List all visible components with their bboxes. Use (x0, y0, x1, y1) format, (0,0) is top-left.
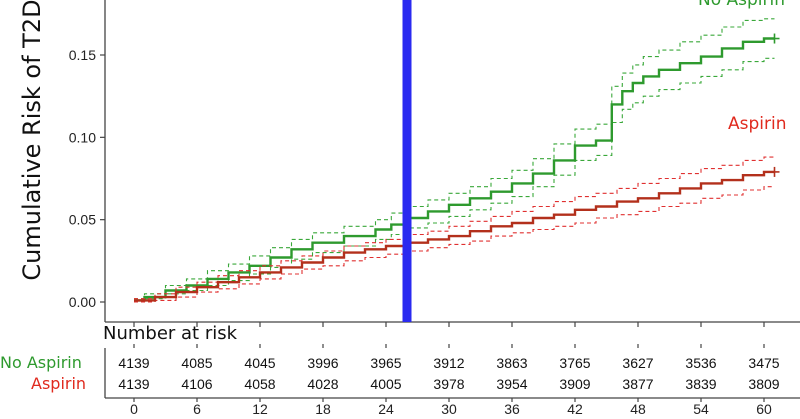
risk-group-label-aspirin: Aspirin (31, 374, 86, 393)
ci-upper-aspirin (134, 156, 775, 300)
x-tick-label: 48 (630, 401, 646, 417)
risk-count-no-aspirin: 3996 (307, 355, 338, 371)
series-label-aspirin: Aspirin (728, 114, 787, 134)
risk-count-aspirin: 3954 (496, 376, 527, 392)
risk-count-aspirin: 4005 (370, 376, 401, 392)
risk-count-aspirin: 4058 (244, 376, 275, 392)
risk-count-no-aspirin: 3965 (370, 355, 401, 371)
risk-count-aspirin: 3909 (559, 376, 590, 392)
risk-count-aspirin: 3809 (748, 376, 779, 392)
risk-table-title: Number at risk (103, 323, 238, 344)
risk-count-aspirin: 4028 (307, 376, 338, 392)
series-line-aspirin (134, 170, 775, 302)
x-tick-label: 0 (130, 401, 138, 417)
series-line-no-aspirin (134, 37, 775, 302)
marker-line (402, 0, 412, 322)
risk-count-no-aspirin: 3475 (748, 355, 779, 371)
y-tick-label: 0.15 (69, 47, 96, 63)
x-tick-label: 36 (504, 401, 520, 417)
ci-upper-no-aspirin (134, 18, 775, 300)
risk-count-aspirin: 3839 (685, 376, 716, 392)
y-tick-label: 0.10 (69, 129, 96, 145)
risk-count-aspirin: 3978 (433, 376, 464, 392)
risk-count-aspirin: 4139 (118, 376, 149, 392)
y-tick-label: 0.05 (69, 212, 96, 228)
x-tick-label: 6 (193, 401, 201, 417)
x-tick-label: 30 (441, 401, 457, 417)
risk-count-no-aspirin: 3863 (496, 355, 527, 371)
risk-count-no-aspirin: 3765 (559, 355, 590, 371)
y-axis-title: Cumulative Risk of T2D (18, 0, 46, 281)
x-tick-label: 12 (252, 401, 268, 417)
risk-table: 0 6 12 18 24 30 36 42 48 54 60 4139 4085 4045 3996 3965… (104, 344, 800, 417)
y-tick-label: 0.00 (69, 294, 96, 310)
x-tick-label: 60 (756, 401, 772, 417)
x-tick-label: 54 (693, 401, 709, 417)
plot-area: 0.00 0.05 0.10 0.15 (69, 0, 800, 327)
series-label-no-aspirin: No Aspirin (698, 0, 785, 10)
risk-count-no-aspirin: 4139 (118, 355, 149, 371)
risk-count-no-aspirin: 3912 (433, 355, 464, 371)
risk-group-label-no-aspirin: No Aspirin (0, 353, 82, 372)
x-tick-label: 42 (567, 401, 583, 417)
risk-count-no-aspirin: 4085 (181, 355, 212, 371)
risk-count-no-aspirin: 3627 (622, 355, 653, 371)
ci-lower-no-aspirin (134, 57, 775, 303)
ci-lower-aspirin (134, 186, 775, 303)
risk-count-aspirin: 4106 (181, 376, 212, 392)
risk-count-aspirin: 3877 (622, 376, 653, 392)
x-tick-label: 24 (378, 401, 394, 417)
risk-count-no-aspirin: 3536 (685, 355, 716, 371)
risk-count-no-aspirin: 4045 (244, 355, 275, 371)
x-tick-label: 18 (315, 401, 331, 417)
